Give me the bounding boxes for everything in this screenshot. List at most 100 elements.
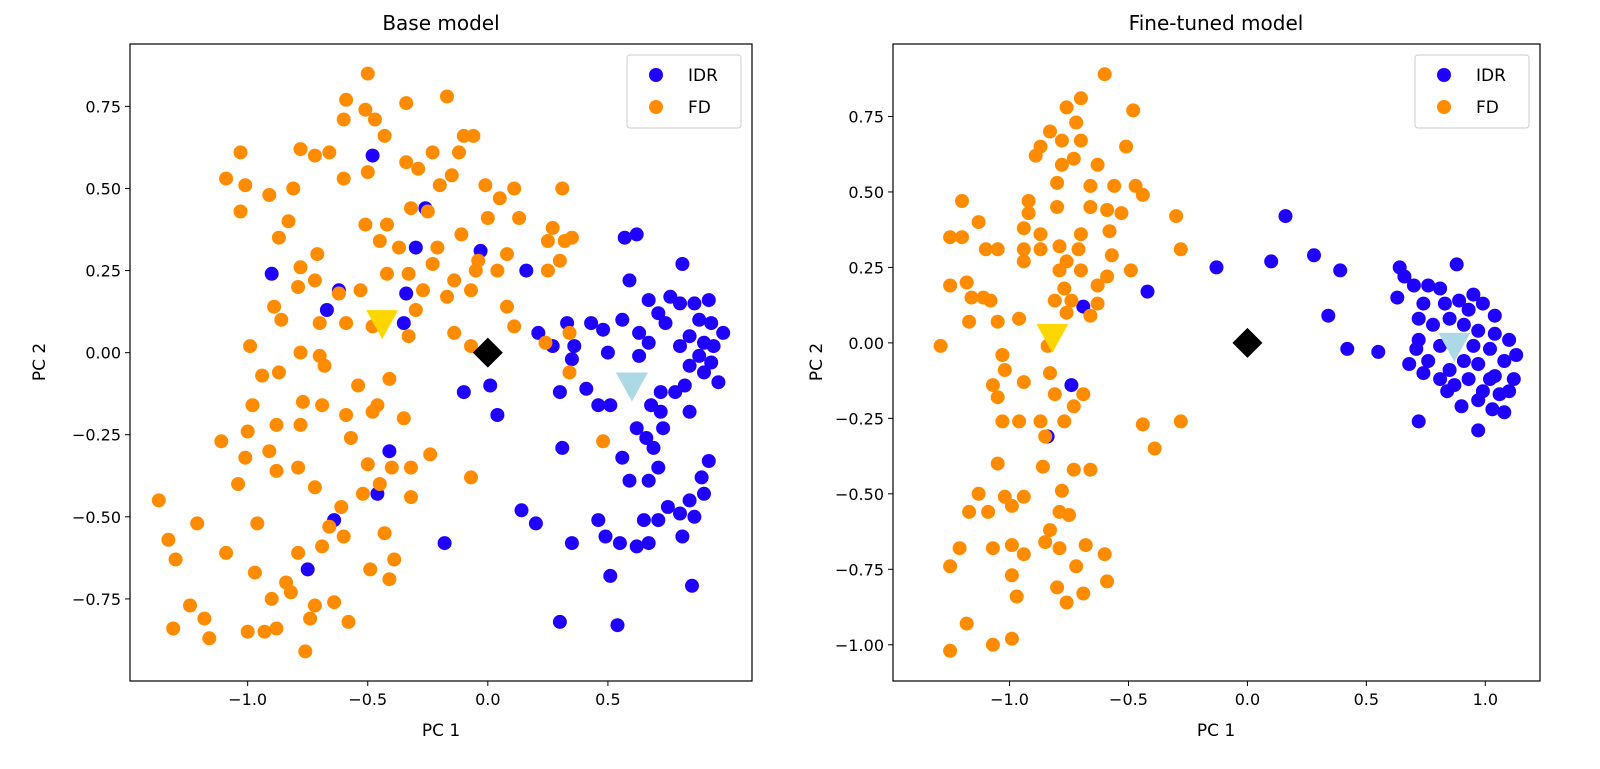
fd-point (478, 178, 493, 193)
idr-point (1461, 302, 1476, 317)
fd-point (382, 371, 397, 386)
fd-point (1050, 200, 1065, 214)
fd-legend-marker (649, 100, 663, 114)
idr-point (300, 562, 315, 577)
idr-point (641, 473, 656, 488)
fd-point (279, 575, 294, 590)
fd-series (151, 66, 611, 659)
fd-point (1004, 538, 1019, 553)
fd-point (1047, 293, 1062, 308)
idr-point (639, 431, 654, 445)
fd-point (322, 145, 337, 160)
fd-point (399, 155, 414, 170)
idr-point (1485, 402, 1500, 417)
fd-point (339, 316, 354, 331)
idr-point (617, 230, 632, 245)
fd-point (343, 431, 358, 445)
idr-point (1471, 323, 1486, 338)
fd-point (307, 273, 322, 288)
fd-point (262, 444, 277, 459)
idr-point (1452, 293, 1467, 308)
idr-point (319, 303, 334, 317)
fd-point (959, 275, 974, 290)
idr-point (1487, 326, 1502, 341)
fd-point (257, 624, 272, 639)
fd-point (336, 112, 351, 127)
axes-frame (892, 43, 1541, 682)
idr-point (456, 385, 471, 400)
idr-point (1509, 348, 1524, 362)
x-axis-label: PC 1 (1197, 721, 1235, 741)
fd-point (291, 460, 306, 475)
idr-point (615, 312, 630, 327)
fd-point (440, 289, 454, 304)
fd-point (971, 486, 986, 501)
fd-point (1135, 417, 1150, 432)
idr-point (1483, 341, 1497, 356)
idr-point (1421, 278, 1436, 293)
idr-point (1321, 308, 1336, 323)
fd-point (500, 299, 514, 314)
idr-point (1307, 248, 1321, 263)
idr-point (1278, 209, 1293, 224)
fd-point (341, 614, 356, 629)
fd-point (985, 637, 1000, 652)
idr-point (399, 286, 414, 301)
idr-point (1471, 393, 1486, 408)
origin-marker (472, 337, 503, 368)
fd-point (307, 598, 322, 613)
fd-point (466, 128, 481, 143)
idr-point (1402, 357, 1417, 371)
fd-point (317, 358, 332, 373)
idr-point (1333, 263, 1348, 278)
fd-point (233, 204, 248, 219)
x-tick-label: −1.0 (228, 690, 267, 709)
fd-point (540, 234, 555, 248)
fd-point (1100, 203, 1115, 217)
x-tick-label: −0.5 (1109, 690, 1148, 709)
idr-point (1064, 378, 1079, 393)
fd-point (392, 240, 406, 255)
idr-legend-marker (649, 68, 663, 82)
fd-point (331, 286, 346, 301)
fd-point (557, 234, 572, 248)
fd-point (1173, 242, 1188, 257)
idr-point (1416, 296, 1431, 311)
fd-point (360, 66, 375, 81)
y-tick-label: 0.00 (848, 334, 884, 353)
fd-point (372, 477, 387, 491)
idr-point (641, 536, 656, 551)
fd-point (962, 504, 977, 519)
y-tick-label: −0.25 (835, 409, 884, 428)
idr-point (1140, 284, 1155, 299)
legend-box (1414, 54, 1530, 129)
fd-point (363, 562, 378, 577)
fd-point (1033, 414, 1048, 429)
fd-point (291, 545, 306, 560)
fd-point (372, 234, 387, 248)
fd-point (447, 325, 462, 340)
fd-point (1057, 414, 1072, 429)
idr-point (1497, 405, 1512, 420)
fd-point (995, 414, 1010, 429)
fd-point (336, 529, 351, 544)
fd-point (1021, 206, 1036, 221)
fd-point (990, 314, 1005, 329)
fd-point (286, 181, 301, 196)
fd-point (404, 490, 418, 505)
fd-point (168, 552, 183, 567)
fd-point (507, 181, 522, 196)
idr-point (603, 398, 618, 413)
fd-point (1069, 115, 1084, 130)
fd-point (440, 89, 454, 104)
fd-point (334, 500, 349, 514)
idr-point (1483, 372, 1497, 387)
fd-point (964, 290, 979, 305)
idr-point (629, 227, 644, 242)
fd-point (1090, 157, 1105, 172)
fd-point (219, 171, 234, 186)
y-tick-label: 0.75 (85, 97, 121, 116)
fd-point (959, 616, 974, 631)
idr-point (673, 339, 687, 354)
x-tick-label: 0.0 (475, 690, 500, 709)
